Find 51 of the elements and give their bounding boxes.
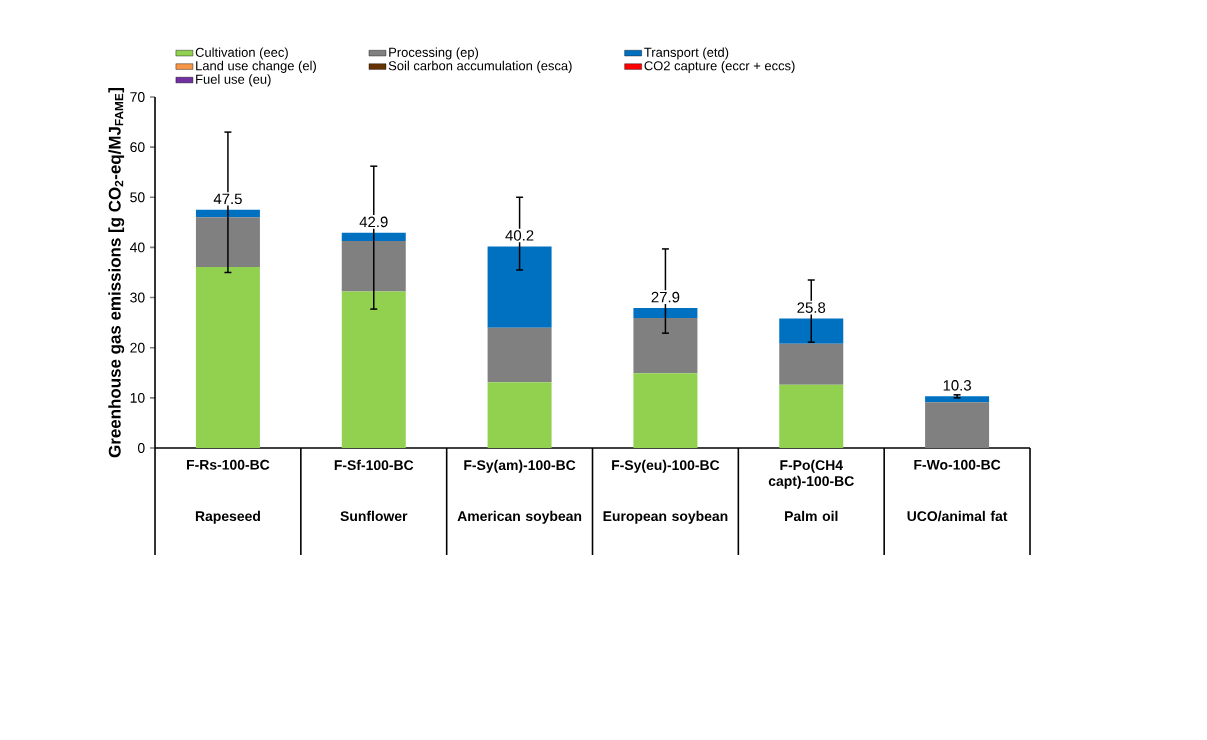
x-tick-label: F-Wo-100-BC bbox=[914, 459, 1001, 470]
y-tick-label: 10 bbox=[130, 392, 145, 403]
bar bbox=[925, 402, 990, 448]
x-tick-label: F-Sy(eu)-100-BC bbox=[612, 459, 720, 473]
bar bbox=[341, 291, 406, 448]
bar bbox=[779, 343, 844, 385]
x-tick-label: F-Po(CH4 capt)-100-BC bbox=[768, 459, 854, 489]
bar bbox=[341, 232, 406, 241]
bar bbox=[779, 318, 844, 344]
bar bbox=[633, 318, 698, 374]
y-tick-label: 50 bbox=[130, 192, 145, 203]
x-tick-label: F-Sy(am)-100-BC bbox=[464, 459, 576, 473]
total-label: 42.9 bbox=[359, 216, 388, 228]
bar bbox=[633, 308, 698, 319]
bar bbox=[487, 327, 552, 383]
total-label: 10.3 bbox=[943, 380, 971, 391]
x-tick-label: F-Sf-100-BC bbox=[334, 459, 414, 471]
text: European soybean bbox=[603, 510, 728, 524]
total-label: 25.8 bbox=[797, 302, 826, 313]
y-axis-title: Greenhouse gas emissions [g CO$_{2}$-eq/MJ$_{FAME}$] bbox=[108, 88, 125, 458]
y-tick-label: 40 bbox=[129, 242, 145, 253]
legend-label: Processing (ep) bbox=[389, 47, 479, 60]
legend-label: Soil carbon accumulation (esca) bbox=[388, 60, 572, 73]
bar bbox=[487, 382, 552, 448]
y-tick-label: 60 bbox=[130, 142, 145, 153]
y-tick-label: 20 bbox=[130, 342, 145, 353]
bar bbox=[341, 240, 406, 292]
legend-label: Land use change (el) bbox=[196, 60, 316, 73]
total-label: 47.5 bbox=[213, 193, 242, 205]
bar bbox=[195, 266, 260, 448]
text: UCO/animal fat bbox=[907, 510, 1008, 522]
text: Sunflower bbox=[340, 510, 408, 522]
bar bbox=[779, 384, 844, 448]
legend-label: Cultivation (eec) bbox=[195, 47, 288, 60]
total-label: 27.9 bbox=[651, 291, 680, 303]
bar bbox=[925, 396, 990, 403]
legend-label: CO2 capture (eccr + eccs) bbox=[644, 60, 795, 73]
bar bbox=[487, 246, 552, 328]
x-tick-label: F-Rs-100-BC bbox=[187, 459, 270, 470]
bar bbox=[195, 209, 260, 218]
y-tick-label: 0 bbox=[137, 443, 145, 453]
y-tick-label: 70 bbox=[130, 92, 145, 102]
bar bbox=[195, 217, 260, 267]
legend-label: Transport (etd) bbox=[644, 47, 729, 60]
bar bbox=[633, 373, 698, 448]
legend-label: Fuel use (eu) bbox=[196, 74, 271, 87]
text: American soybean bbox=[457, 510, 582, 524]
text: Rapeseed bbox=[195, 510, 260, 524]
y-tick-label: 30 bbox=[130, 292, 145, 303]
total-label: 40.2 bbox=[505, 230, 534, 241]
text: Palm oil bbox=[785, 510, 838, 522]
